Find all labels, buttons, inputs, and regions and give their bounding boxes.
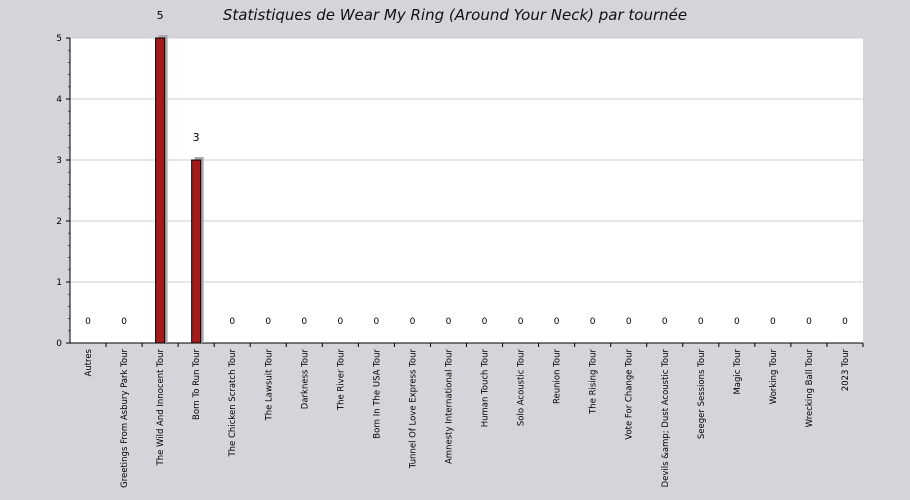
y-tick-label: 5 [56,34,62,44]
y-tick-label: 0 [56,339,62,349]
data-label: 0 [374,317,380,327]
data-label: 0 [842,317,848,327]
data-label: 0 [626,317,632,327]
data-label: 0 [410,317,416,327]
data-label: 0 [554,317,560,327]
data-label: 0 [662,317,668,327]
data-label: 0 [734,317,740,327]
data-label: 0 [265,317,271,327]
x-tick-label: Devils &amp; Dust Acoustic Tour [661,348,671,487]
x-tick-label: The Lawsuit Tour [264,348,274,421]
data-label: 0 [482,317,488,327]
plot-area [70,38,863,343]
x-tick-label: Amnesty International Tour [444,349,454,464]
y-tick-label: 3 [56,156,62,166]
data-label: 0 [121,317,127,327]
x-tick-label: Solo Acoustic Tour [517,349,527,427]
y-tick-label: 2 [56,217,62,227]
chart-title: Statistiques de Wear My Ring (Around You… [222,6,688,24]
data-label: 0 [806,317,812,327]
y-tick-label: 1 [56,278,62,288]
x-tick-label: Autres [84,348,94,376]
data-label: 5 [157,9,164,22]
x-tick-label: The Rising Tour [589,349,599,415]
x-tick-label: Born To Run Tour [192,349,202,420]
x-tick-label: Human Touch Tour [481,349,491,428]
data-label: 0 [698,317,704,327]
x-tick-label: Darkness Tour [300,349,310,410]
x-tick-label: 2023 Tour [841,349,851,392]
x-tick-label: Wrecking Ball Tour [805,349,815,428]
x-tick-label: Working Tour [769,348,779,404]
data-label: 0 [85,317,91,327]
data-label: 3 [193,131,200,144]
bar [155,37,166,344]
x-tick-label: Seeger Sessions Tour [697,349,707,440]
data-label: 0 [301,317,307,327]
x-tick-label: Greetings From Asbury Park Tour [120,349,130,488]
x-tick-label: Reunion Tour [553,349,563,405]
data-label: 0 [446,317,452,327]
bar [191,159,202,344]
x-tick-label: The Wild And Innocent Tour [156,349,166,467]
x-tick-label: The Chicken Scratch Tour [228,349,238,458]
y-tick-label: 4 [56,95,62,105]
data-label: 0 [590,317,596,327]
x-tick-label: Born In The USA Tour [372,349,382,439]
x-tick-label: The River Tour [336,349,346,412]
data-label: 0 [770,317,776,327]
x-tick-label: Magic Tour [733,349,743,395]
x-tick-label: Tunnel Of Love Express Tour [408,349,418,470]
data-label: 0 [518,317,524,327]
data-label: 0 [337,317,343,327]
x-tick-label: Vote For Change Tour [625,349,635,440]
data-label: 0 [229,317,235,327]
